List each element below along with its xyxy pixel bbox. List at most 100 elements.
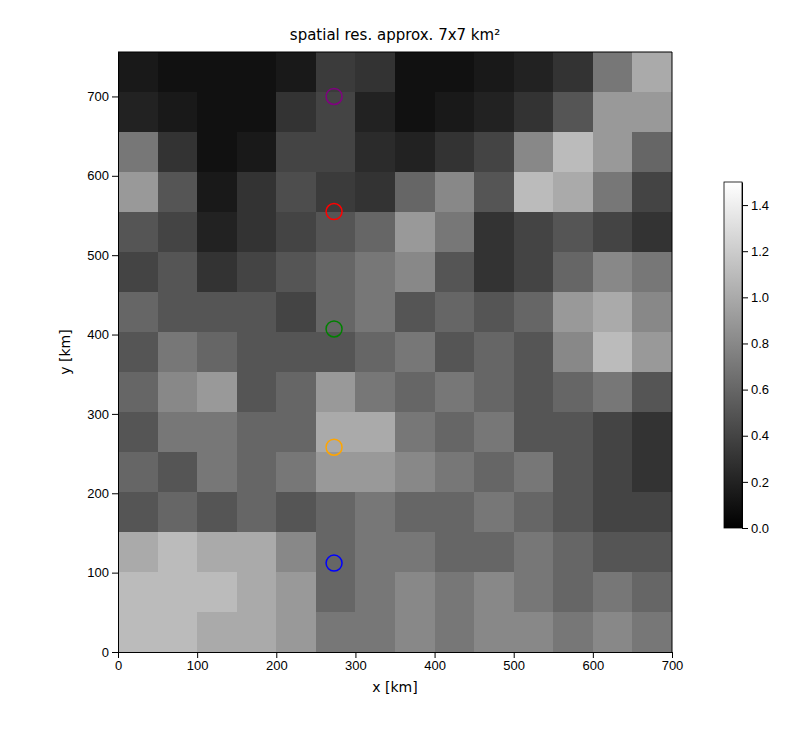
tick-label: 600 xyxy=(87,168,109,183)
heat-cell xyxy=(474,572,514,613)
tick: 0 xyxy=(102,645,118,660)
heat-cell xyxy=(355,452,395,493)
heat-cell xyxy=(355,372,395,413)
heat-cell xyxy=(237,132,277,173)
heat-cell xyxy=(197,372,237,413)
heat-cell xyxy=(474,412,514,453)
heat-cell xyxy=(435,92,475,133)
heat-cell xyxy=(435,132,475,173)
tick-mark xyxy=(742,390,748,391)
heat-cell xyxy=(118,572,158,613)
tick-label: 0.0 xyxy=(751,521,769,536)
tick: 500 xyxy=(503,652,525,673)
heat-cell xyxy=(276,292,316,333)
tick-mark xyxy=(112,652,118,653)
heat-cell xyxy=(158,252,198,293)
heat-cell xyxy=(276,212,316,253)
heat-cell xyxy=(316,92,356,133)
figure: 0100200300400500600700010020030040050060… xyxy=(0,0,788,730)
heat-cell xyxy=(355,52,395,93)
marker xyxy=(326,555,342,571)
heat-cell xyxy=(553,372,593,413)
tick-label: 0 xyxy=(102,645,109,660)
heat-cell xyxy=(553,212,593,253)
heat-cell xyxy=(237,252,277,293)
tick: 0.2 xyxy=(742,475,769,490)
heat-cell xyxy=(395,452,435,493)
heat-cell xyxy=(514,372,554,413)
heat-cell xyxy=(118,292,158,333)
tick: 600 xyxy=(87,168,118,183)
heat-cell xyxy=(474,92,514,133)
heat-cell xyxy=(593,252,633,293)
heat-cell xyxy=(514,52,554,93)
tick-label: 100 xyxy=(87,565,109,580)
heat-cell xyxy=(514,332,554,373)
heat-cell xyxy=(435,452,475,493)
heat-cell xyxy=(593,292,633,333)
heat-cell xyxy=(237,532,277,573)
tick-label: 1.0 xyxy=(751,290,769,305)
tick: 300 xyxy=(345,652,367,673)
tick-label: 1.4 xyxy=(751,198,769,213)
heat-cell xyxy=(474,172,514,213)
heat-cell xyxy=(197,572,237,613)
tick-mark xyxy=(112,414,118,415)
heat-cell xyxy=(632,612,672,652)
frame xyxy=(118,52,672,53)
heat-cell xyxy=(276,92,316,133)
heat-cell xyxy=(514,412,554,453)
heat-cell xyxy=(553,92,593,133)
tick-label: 700 xyxy=(87,89,109,104)
heat-cell xyxy=(276,172,316,213)
y-axis: 0100200300400500600700 xyxy=(87,53,118,660)
heat-cell xyxy=(553,252,593,293)
x-axis: 0100200300400500600700 xyxy=(115,652,683,673)
heat-cell xyxy=(632,492,672,533)
heat-cell xyxy=(553,292,593,333)
heat-cell xyxy=(158,92,198,133)
heat-cell xyxy=(237,372,277,413)
tick-mark xyxy=(672,652,673,658)
tick: 500 xyxy=(87,248,118,263)
heat-cell xyxy=(118,532,158,573)
heat-cell xyxy=(632,252,672,293)
tick-label: 300 xyxy=(345,658,367,673)
tick-label: 200 xyxy=(87,486,109,501)
tick: 0 xyxy=(115,652,122,673)
tick-mark xyxy=(514,652,515,658)
tick-mark xyxy=(742,343,748,344)
heat-cell xyxy=(553,612,593,652)
heat-cell xyxy=(158,172,198,213)
heat-cell xyxy=(553,492,593,533)
tick-mark xyxy=(742,251,748,252)
heat-cell xyxy=(237,172,277,213)
heat-cell xyxy=(118,452,158,493)
heat-cell xyxy=(474,372,514,413)
heat-cell xyxy=(435,172,475,213)
heat-cell xyxy=(316,612,356,652)
heat-cell xyxy=(632,332,672,373)
tick: 400 xyxy=(87,327,118,342)
heat-cell xyxy=(474,212,514,253)
heat-cell xyxy=(474,332,514,373)
tick-mark xyxy=(112,573,118,574)
heat-cell xyxy=(118,132,158,173)
heat-cell xyxy=(514,292,554,333)
heat-cell xyxy=(632,372,672,413)
tick-mark xyxy=(112,335,118,336)
heat-cell xyxy=(355,612,395,652)
heat-cell xyxy=(158,332,198,373)
tick: 600 xyxy=(583,652,605,673)
heat-cell xyxy=(553,332,593,373)
heat-cell xyxy=(355,92,395,133)
heat-cell xyxy=(316,452,356,493)
heat-cell xyxy=(553,412,593,453)
tick: 0.8 xyxy=(742,336,769,351)
heat-cell xyxy=(395,212,435,253)
heat-cell xyxy=(435,572,475,613)
heat-cell xyxy=(514,92,554,133)
heat-cell xyxy=(355,172,395,213)
heat-cell xyxy=(158,372,198,413)
tick: 700 xyxy=(87,89,118,104)
